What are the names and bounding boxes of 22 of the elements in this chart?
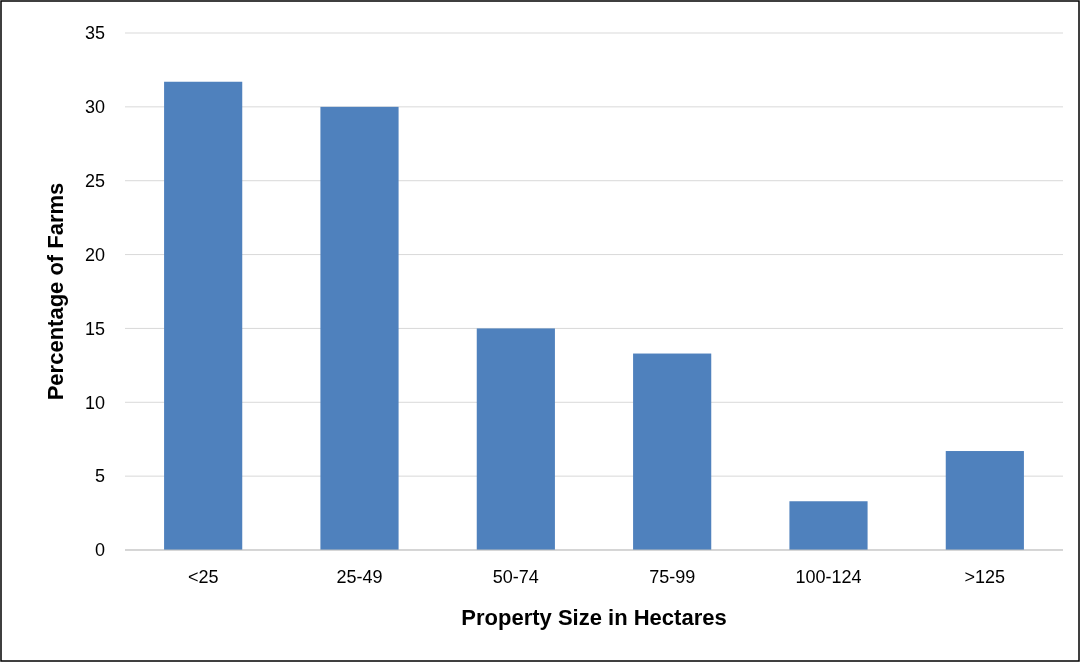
y-tick-label: 0 <box>94 540 105 561</box>
x-tick-label: 75-99 <box>649 567 696 587</box>
bar <box>945 451 1024 550</box>
y-tick-label: 20 <box>84 244 105 265</box>
bar <box>476 328 555 550</box>
bar <box>633 353 712 550</box>
x-tick-label: <25 <box>187 567 219 587</box>
x-tick-label: 50-74 <box>492 567 539 587</box>
bar <box>164 81 243 550</box>
x-tick-label: >125 <box>964 567 1006 587</box>
y-tick-label: 15 <box>84 318 105 339</box>
y-tick-label: 5 <box>94 466 105 487</box>
x-tick-label: 100-124 <box>795 567 862 587</box>
y-tick-label: 25 <box>84 171 105 192</box>
bar <box>320 106 399 550</box>
bar <box>789 501 868 550</box>
x-tick-label: 25-49 <box>336 567 383 587</box>
y-tick-label: 30 <box>84 97 105 118</box>
y-tick-label: 10 <box>84 392 105 413</box>
x-axis-title: Property Size in Hectares <box>461 605 727 630</box>
y-axis-title: Percentage of Farms <box>43 182 68 401</box>
y-tick-label: 35 <box>84 23 105 44</box>
